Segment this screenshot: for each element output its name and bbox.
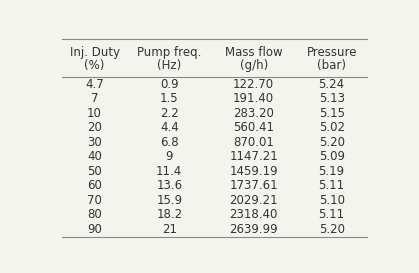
Text: 6.8: 6.8	[160, 136, 178, 149]
Text: 21: 21	[162, 223, 177, 236]
Text: 40: 40	[87, 150, 102, 163]
Text: 2.2: 2.2	[160, 107, 178, 120]
Text: Pressure: Pressure	[306, 46, 357, 59]
Text: 10: 10	[87, 107, 102, 120]
Text: 560.41: 560.41	[233, 121, 274, 134]
Text: 1459.19: 1459.19	[229, 165, 278, 178]
Text: 191.40: 191.40	[233, 92, 274, 105]
Text: Inj. Duty: Inj. Duty	[70, 46, 120, 59]
Text: 5.20: 5.20	[318, 136, 345, 149]
Text: (Hz): (Hz)	[157, 59, 181, 72]
Text: 90: 90	[87, 223, 102, 236]
Text: 13.6: 13.6	[156, 179, 182, 192]
Text: 1.5: 1.5	[160, 92, 178, 105]
Text: Mass flow: Mass flow	[225, 46, 282, 59]
Text: 870.01: 870.01	[233, 136, 274, 149]
Text: 60: 60	[87, 179, 102, 192]
Text: 20: 20	[87, 121, 102, 134]
Text: 80: 80	[87, 208, 102, 221]
Text: (bar): (bar)	[317, 59, 346, 72]
Text: 2318.40: 2318.40	[230, 208, 278, 221]
Text: 5.09: 5.09	[318, 150, 345, 163]
Text: 5.02: 5.02	[318, 121, 345, 134]
Text: 122.70: 122.70	[233, 78, 274, 91]
Text: 4.7: 4.7	[85, 78, 104, 91]
Text: (g/h): (g/h)	[240, 59, 268, 72]
Text: 5.20: 5.20	[318, 223, 345, 236]
Text: 5.15: 5.15	[318, 107, 345, 120]
Text: (%): (%)	[84, 59, 105, 72]
Text: 283.20: 283.20	[233, 107, 274, 120]
Text: 0.9: 0.9	[160, 78, 178, 91]
Text: 1147.21: 1147.21	[229, 150, 278, 163]
Text: 50: 50	[87, 165, 102, 178]
Text: 2029.21: 2029.21	[229, 194, 278, 207]
Text: 5.11: 5.11	[318, 179, 345, 192]
Text: 9: 9	[166, 150, 173, 163]
Text: 5.19: 5.19	[318, 165, 345, 178]
Text: 5.24: 5.24	[318, 78, 345, 91]
Text: 18.2: 18.2	[156, 208, 182, 221]
Text: 4.4: 4.4	[160, 121, 178, 134]
Text: 2639.99: 2639.99	[229, 223, 278, 236]
Text: 11.4: 11.4	[156, 165, 182, 178]
Text: Pump freq.: Pump freq.	[137, 46, 202, 59]
Text: 7: 7	[91, 92, 98, 105]
Text: 5.11: 5.11	[318, 208, 345, 221]
Text: 15.9: 15.9	[156, 194, 182, 207]
Text: 1737.61: 1737.61	[229, 179, 278, 192]
Text: 30: 30	[87, 136, 102, 149]
Text: 70: 70	[87, 194, 102, 207]
Text: 5.10: 5.10	[318, 194, 345, 207]
Text: 5.13: 5.13	[318, 92, 345, 105]
